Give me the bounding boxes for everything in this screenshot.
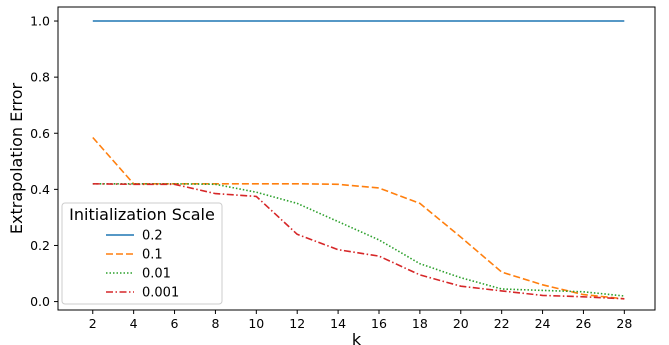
x-tick-label: 6 xyxy=(171,316,179,331)
y-tick-label: 0.2 xyxy=(30,238,50,253)
series-line-0-1 xyxy=(92,136,625,300)
legend-title: Initialization Scale xyxy=(69,205,215,224)
series-layer xyxy=(92,20,625,300)
x-tick-label: 4 xyxy=(130,316,138,331)
x-tick-label: 12 xyxy=(289,316,305,331)
y-tick-label: 0.6 xyxy=(30,126,50,141)
x-tick-label: 8 xyxy=(211,316,219,331)
x-tick-label: 20 xyxy=(453,316,469,331)
x-tick-label: 24 xyxy=(535,316,551,331)
x-tick-label: 10 xyxy=(248,316,264,331)
x-tick-label: 26 xyxy=(575,316,591,331)
x-axis: 2 4 6 8 10 12 14 16 18 20 22 24 26 28 xyxy=(89,310,632,331)
legend-label: 0.001 xyxy=(142,286,179,301)
plot-frame xyxy=(57,6,656,311)
legend-items: 0.2 0.1 0.01 0.001 xyxy=(106,229,179,301)
series-line-0-001 xyxy=(92,183,625,300)
x-tick-label: 2 xyxy=(89,316,97,331)
y-tick-label: 1.0 xyxy=(30,14,50,29)
series-line-0-01 xyxy=(92,183,625,297)
legend-label: 0.2 xyxy=(142,229,163,244)
x-tick-label: 28 xyxy=(616,316,632,331)
x-axis-title: k xyxy=(352,330,362,345)
x-tick-label: 22 xyxy=(494,316,510,331)
x-tick-label: 16 xyxy=(371,316,387,331)
x-tick-label: 14 xyxy=(330,316,346,331)
x-tick-label: 18 xyxy=(412,316,428,331)
y-tick-label: 0.8 xyxy=(30,70,50,85)
y-axis: 0.0 0.2 0.4 0.6 0.8 1.0 xyxy=(30,14,58,309)
y-tick-label: 0.4 xyxy=(30,182,50,197)
legend: Initialization Scale 0.2 0.1 0.01 0.001 xyxy=(61,202,223,305)
legend-box xyxy=(61,202,223,305)
plot-area-border xyxy=(57,6,656,311)
y-axis-title: Extrapolation Error xyxy=(7,83,26,235)
legend-label: 0.1 xyxy=(142,248,163,263)
y-tick-label: 0.0 xyxy=(30,294,50,309)
legend-label: 0.01 xyxy=(142,267,171,282)
